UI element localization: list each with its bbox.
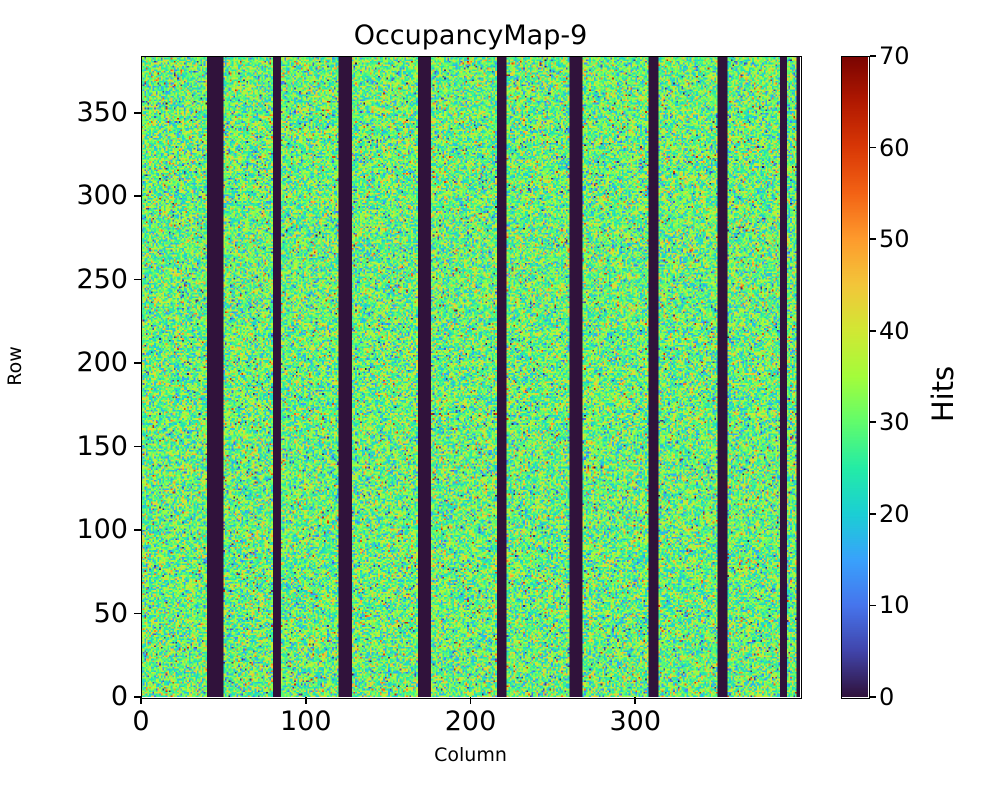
y-tick-mark <box>134 445 141 448</box>
heatmap-plot-area <box>141 56 800 697</box>
x-tick-label: 0 <box>132 706 150 737</box>
y-tick-mark <box>134 612 141 615</box>
x-tick-mark <box>304 697 307 704</box>
y-tick-label: 250 <box>76 263 128 295</box>
y-tick-label: 100 <box>76 514 128 546</box>
colorbar-tick-mark <box>870 604 876 607</box>
y-tick-label: 200 <box>76 347 128 379</box>
occupancy-heatmap <box>141 56 800 697</box>
x-tick-mark <box>140 697 142 704</box>
colorbar-tick-label: 0 <box>879 683 895 711</box>
y-tick-mark <box>134 529 141 531</box>
x-tick-mark <box>469 697 472 704</box>
x-tick-mark <box>634 697 637 704</box>
colorbar-tick-label: 40 <box>879 316 910 345</box>
colorbar-tick-label: 60 <box>879 133 910 162</box>
y-tick-mark <box>134 111 141 114</box>
colorbar <box>841 56 868 697</box>
colorbar-tick-mark <box>870 238 876 240</box>
y-tick-mark <box>134 696 141 698</box>
x-tick-label: 300 <box>609 706 662 737</box>
colorbar-tick-label: 70 <box>879 42 910 70</box>
colorbar-tick-mark <box>870 329 876 332</box>
y-tick-label: 0 <box>110 681 128 712</box>
colorbar-tick-mark <box>870 55 876 57</box>
colorbar-label: Hits <box>926 365 961 423</box>
colorbar-tick-mark <box>870 513 876 515</box>
colorbar-tick-label: 30 <box>879 408 910 437</box>
colorbar-tick-label: 10 <box>879 591 910 620</box>
colorbar-gradient <box>841 56 868 697</box>
colorbar-tick-mark <box>870 696 876 698</box>
colorbar-tick-mark <box>870 146 876 149</box>
colorbar-tick-mark <box>870 421 876 424</box>
y-tick-label: 300 <box>76 180 128 212</box>
y-tick-mark <box>134 278 141 281</box>
colorbar-tick-label: 20 <box>879 499 910 528</box>
page-title: OccupancyMap-9 <box>353 20 588 51</box>
y-tick-label: 350 <box>76 96 128 128</box>
y-tick-label: 150 <box>76 430 128 462</box>
x-tick-label: 200 <box>444 706 497 737</box>
x-axis-label: Column <box>434 744 507 766</box>
y-tick-mark <box>134 362 141 364</box>
x-tick-label: 100 <box>279 706 332 737</box>
colorbar-tick-label: 50 <box>879 225 910 254</box>
y-tick-mark <box>134 195 141 197</box>
y-tick-label: 50 <box>93 597 128 629</box>
